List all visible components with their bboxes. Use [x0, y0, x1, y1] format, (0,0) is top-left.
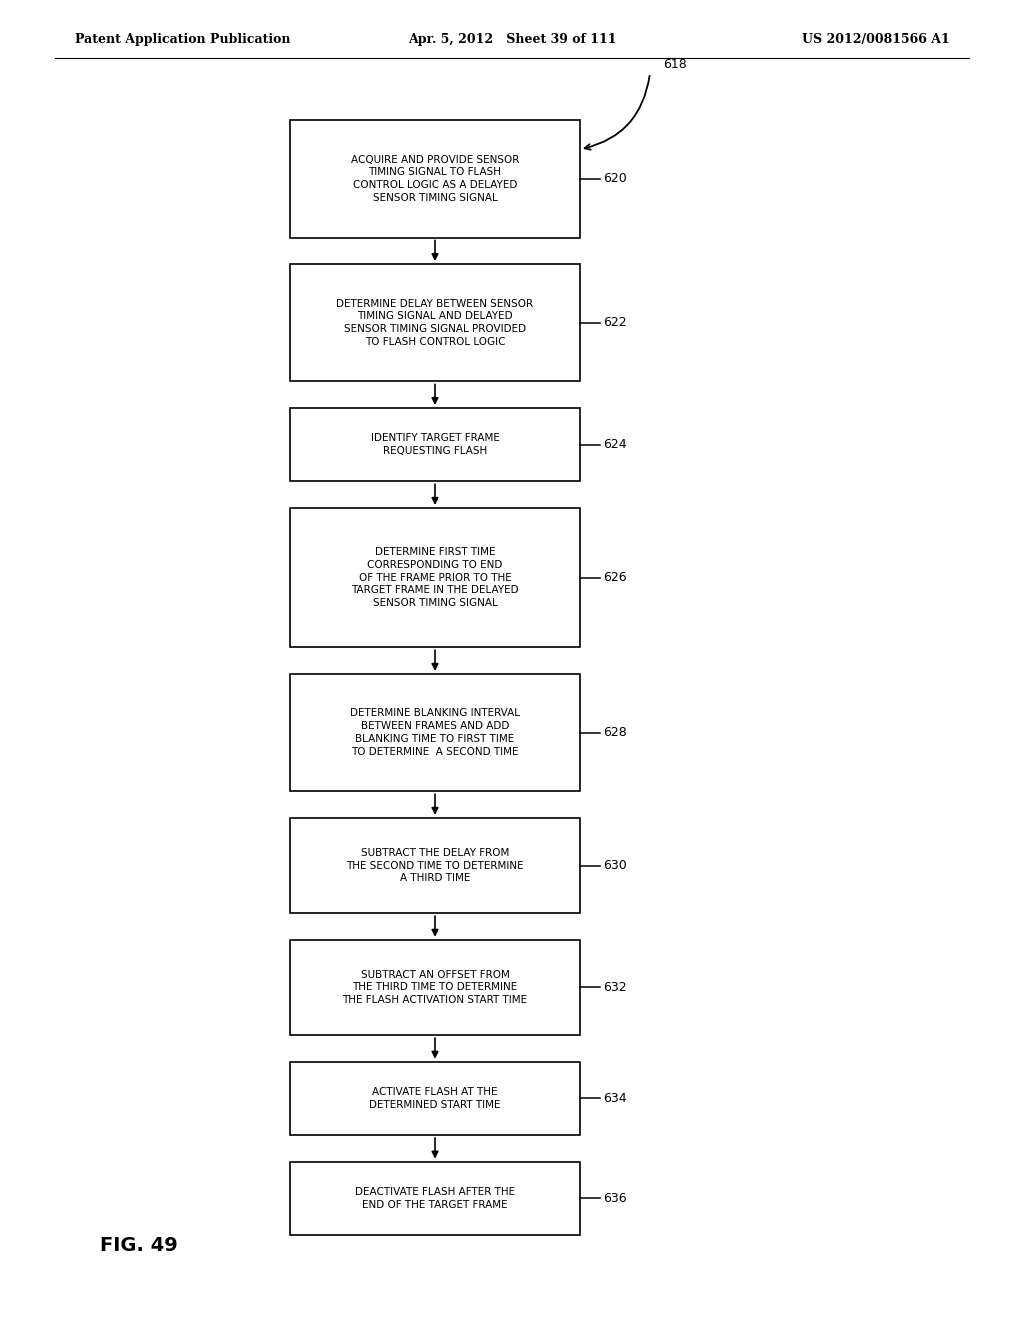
Bar [290, 818, 580, 913]
Text: DEACTIVATE FLASH AFTER THE
END OF THE TARGET FRAME: DEACTIVATE FLASH AFTER THE END OF THE TA… [355, 1187, 515, 1209]
Text: ACTIVATE FLASH AT THE
DETERMINED START TIME: ACTIVATE FLASH AT THE DETERMINED START T… [370, 1086, 501, 1110]
Bar [290, 120, 580, 238]
Bar [290, 940, 580, 1035]
Bar [290, 408, 580, 482]
Text: SUBTRACT THE DELAY FROM
THE SECOND TIME TO DETERMINE
A THIRD TIME: SUBTRACT THE DELAY FROM THE SECOND TIME … [346, 847, 524, 883]
Text: 634: 634 [603, 1092, 627, 1105]
Text: 636: 636 [603, 1192, 627, 1205]
Text: IDENTIFY TARGET FRAME
REQUESTING FLASH: IDENTIFY TARGET FRAME REQUESTING FLASH [371, 433, 500, 455]
Text: 620: 620 [603, 173, 627, 185]
Text: DETERMINE DELAY BETWEEN SENSOR
TIMING SIGNAL AND DELAYED
SENSOR TIMING SIGNAL PR: DETERMINE DELAY BETWEEN SENSOR TIMING SI… [337, 298, 534, 347]
Text: 632: 632 [603, 981, 627, 994]
Text: DETERMINE FIRST TIME
CORRESPONDING TO END
OF THE FRAME PRIOR TO THE
TARGET FRAME: DETERMINE FIRST TIME CORRESPONDING TO EN… [351, 546, 519, 609]
Text: ACQUIRE AND PROVIDE SENSOR
TIMING SIGNAL TO FLASH
CONTROL LOGIC AS A DELAYED
SEN: ACQUIRE AND PROVIDE SENSOR TIMING SIGNAL… [351, 154, 519, 203]
Text: SUBTRACT AN OFFSET FROM
THE THIRD TIME TO DETERMINE
THE FLASH ACTIVATION START T: SUBTRACT AN OFFSET FROM THE THIRD TIME T… [342, 970, 527, 1006]
Text: FIG. 49: FIG. 49 [100, 1236, 178, 1255]
Text: DETERMINE BLANKING INTERVAL
BETWEEN FRAMES AND ADD
BLANKING TIME TO FIRST TIME
T: DETERMINE BLANKING INTERVAL BETWEEN FRAM… [350, 709, 520, 756]
Text: US 2012/0081566 A1: US 2012/0081566 A1 [802, 33, 950, 46]
Text: 630: 630 [603, 859, 627, 873]
Bar [290, 673, 580, 792]
Text: 622: 622 [603, 317, 627, 329]
Bar [290, 508, 580, 647]
Text: 628: 628 [603, 726, 627, 739]
Bar [290, 1061, 580, 1135]
Text: 618: 618 [663, 58, 687, 71]
Text: Apr. 5, 2012   Sheet 39 of 111: Apr. 5, 2012 Sheet 39 of 111 [408, 33, 616, 46]
Bar [290, 1162, 580, 1236]
Text: 624: 624 [603, 438, 627, 451]
Text: 626: 626 [603, 572, 627, 585]
Text: Patent Application Publication: Patent Application Publication [75, 33, 291, 46]
Bar [290, 264, 580, 381]
